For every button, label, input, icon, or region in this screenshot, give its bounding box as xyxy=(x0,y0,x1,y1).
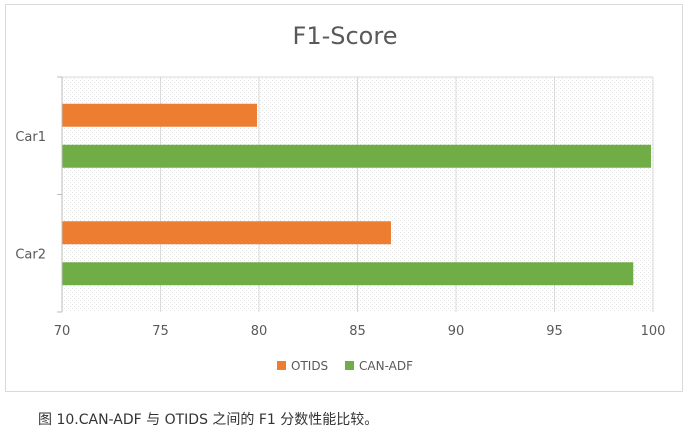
x-tick-label: 80 xyxy=(251,324,268,339)
x-tick-label: 75 xyxy=(152,324,169,339)
x-tick-label: 95 xyxy=(546,324,563,339)
bar-otids-car1 xyxy=(62,103,258,127)
x-tick-label: 85 xyxy=(349,324,366,339)
legend: OTIDS CAN-ADF xyxy=(277,359,413,373)
figure-caption: 图 10.CAN-ADF 与 OTIDS 之间的 F1 分数性能比较。 xyxy=(38,412,379,428)
x-tick-label: 70 xyxy=(54,324,71,339)
category-label-car1: Car1 xyxy=(15,130,46,145)
bar-can-adf-car1 xyxy=(62,144,652,168)
chart-title: F1-Score xyxy=(293,22,398,50)
legend-label-can-adf: CAN-ADF xyxy=(359,359,413,373)
bar-otids-car2 xyxy=(62,221,391,245)
x-tick-label: 90 xyxy=(448,324,465,339)
bars xyxy=(62,103,652,286)
f1-score-chart: F1-Score 70 75 80 85 90 95 100 Car1 Car2 OTIDS CA… xyxy=(15,22,666,373)
x-tick-label: 100 xyxy=(641,324,666,339)
legend-label-otids: OTIDS xyxy=(291,359,328,373)
category-label-car2: Car2 xyxy=(15,247,46,262)
bar-can-adf-car2 xyxy=(62,262,634,286)
axes: 70 75 80 85 90 95 100 Car1 Car2 xyxy=(15,76,666,339)
legend-swatch-can-adf xyxy=(345,361,354,370)
legend-swatch-otids xyxy=(277,361,286,370)
